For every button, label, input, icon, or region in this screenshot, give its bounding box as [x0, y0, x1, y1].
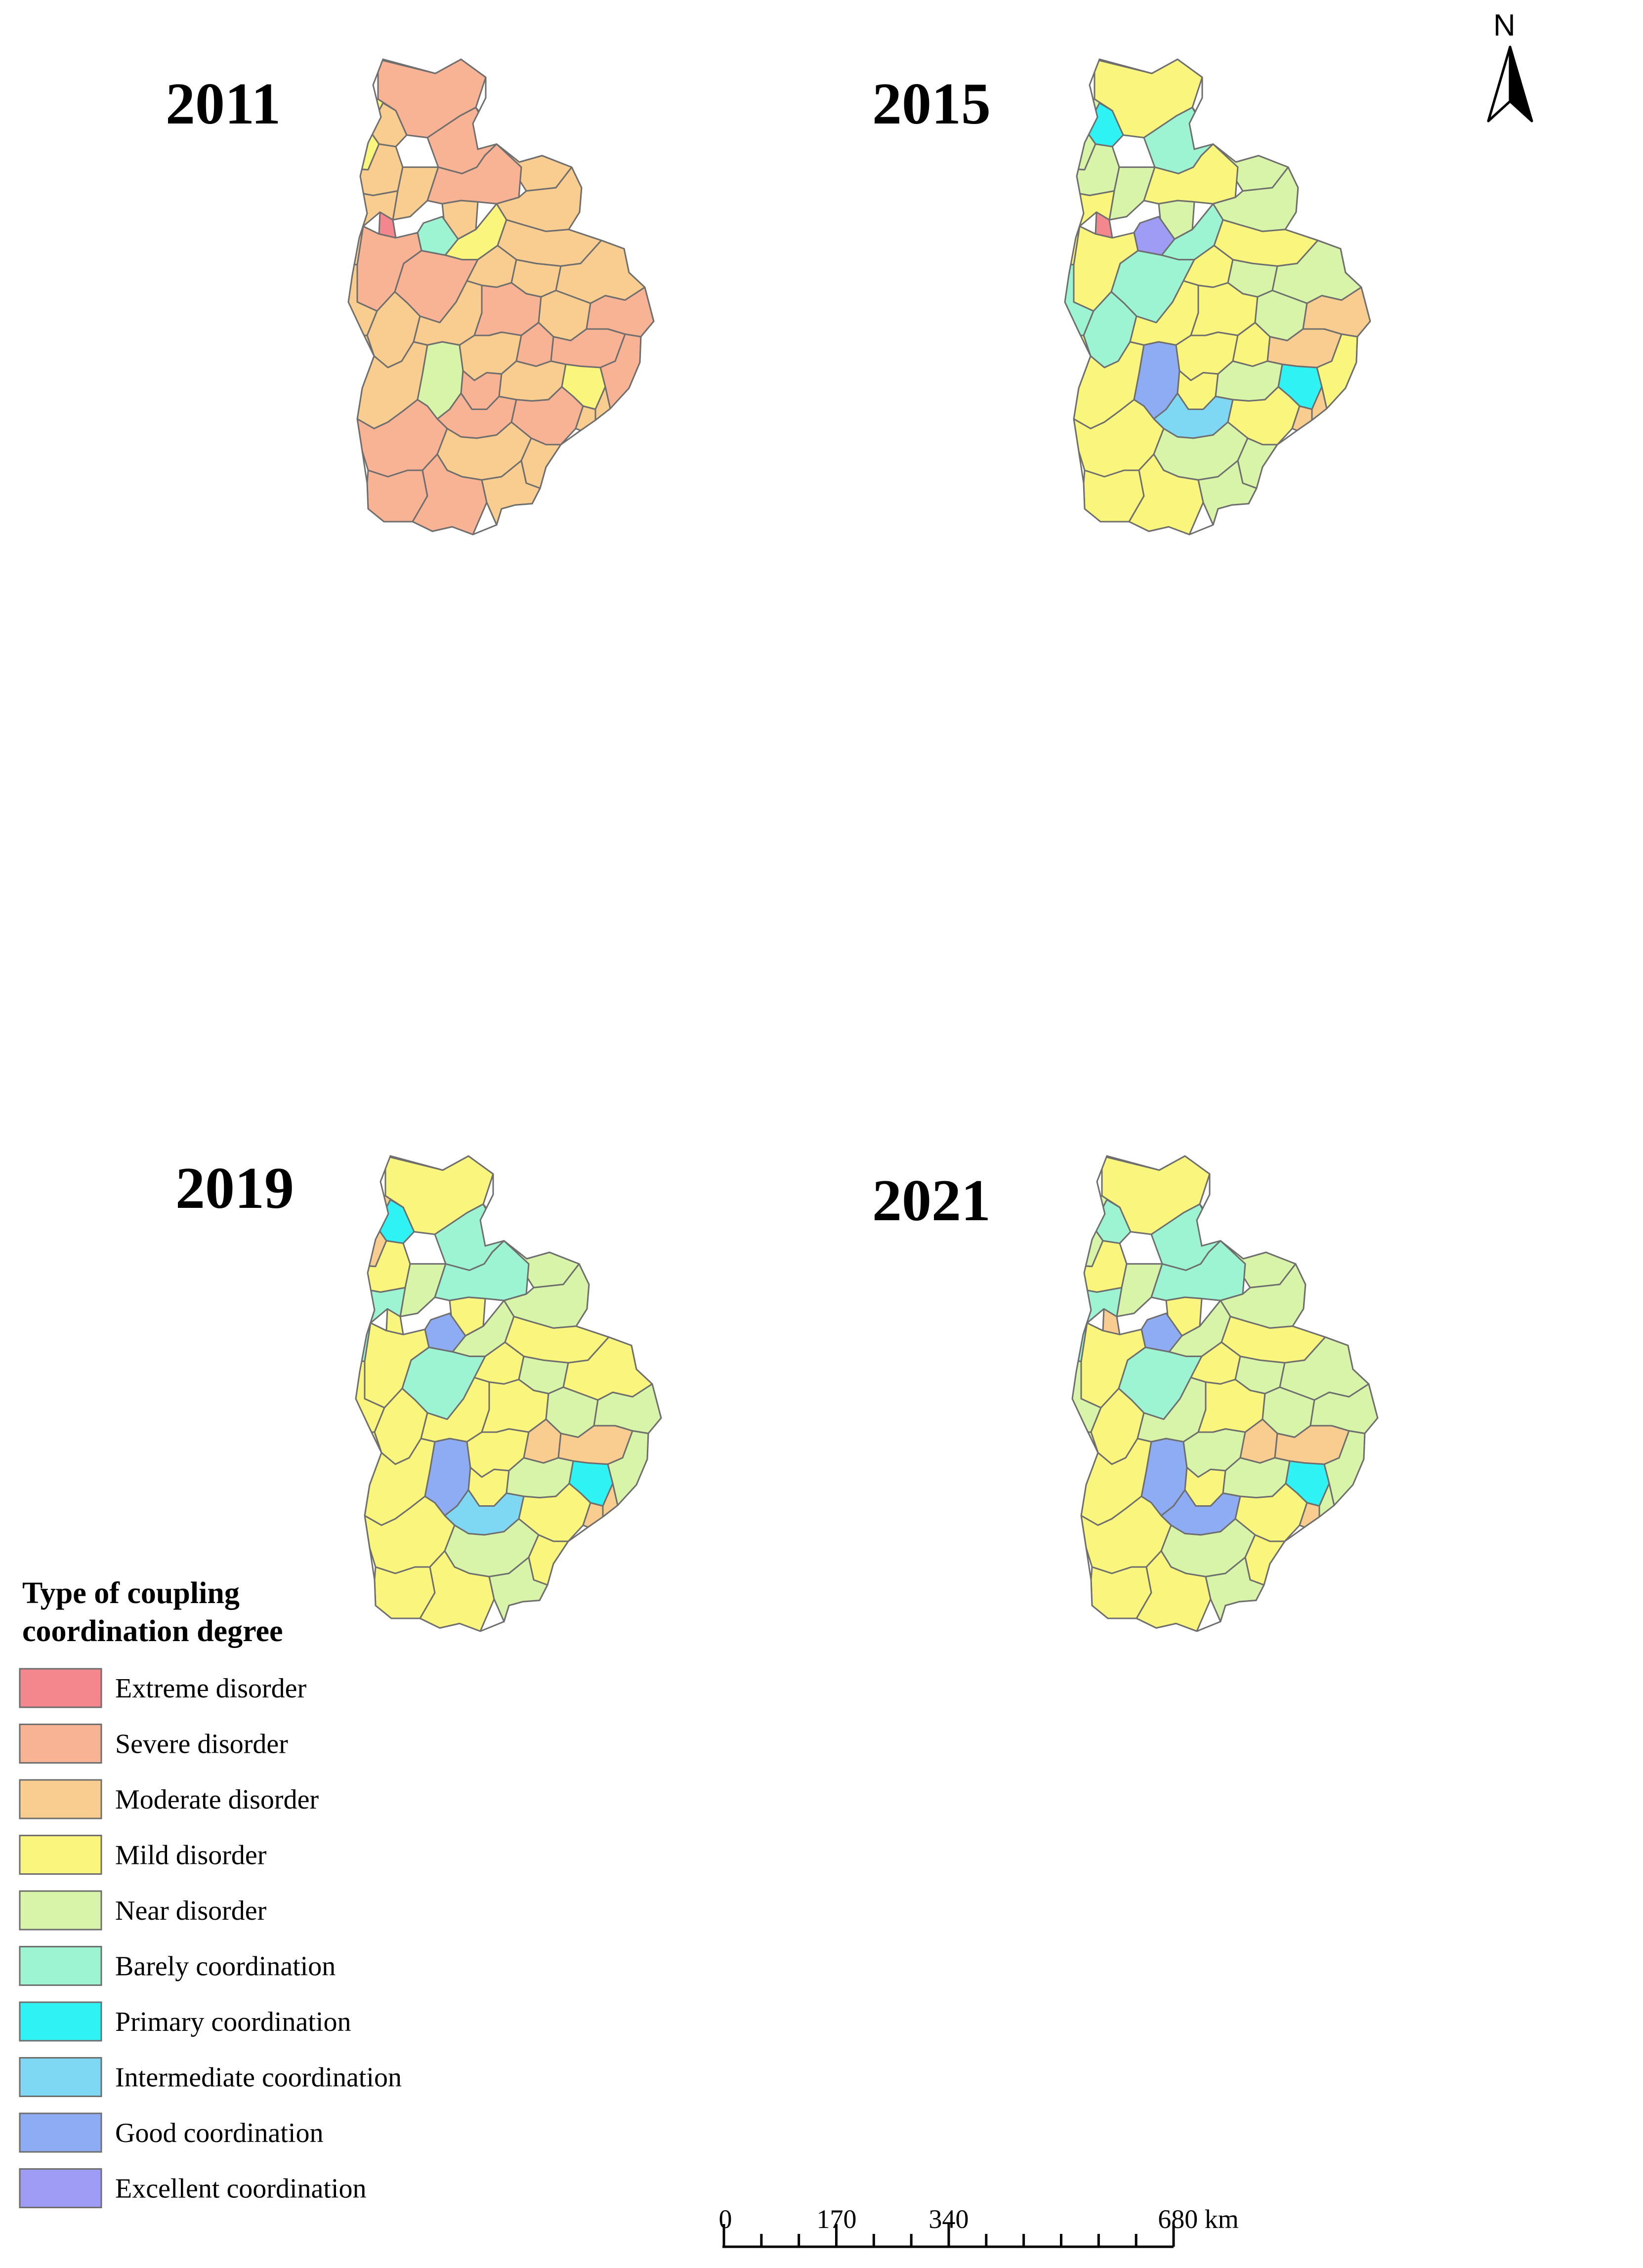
legend-label-moderate: Moderate disorder	[115, 1784, 319, 1815]
legend-label-primary: Primary coordination	[115, 2007, 351, 2037]
map-panel-2019	[355, 1155, 662, 1632]
map-region	[348, 143, 404, 197]
legend-swatch-mild	[19, 1835, 102, 1875]
north-letter: N	[1493, 8, 1516, 42]
legend-title-line1: Type of coupling	[22, 1576, 240, 1610]
map-title-2021: 2021	[872, 1167, 991, 1233]
map-region	[528, 1534, 569, 1586]
map-panel-2021	[1071, 1155, 1379, 1632]
legend-swatch-near	[19, 1890, 102, 1931]
legend-swatch-excellent	[19, 2168, 102, 2208]
map-region	[412, 454, 488, 535]
legend-label-extreme: Extreme disorder	[115, 1673, 307, 1704]
map-title-2015: 2015	[872, 71, 991, 136]
map-title-2011: 2011	[166, 71, 281, 136]
scale-label-0: 0	[719, 2204, 732, 2234]
legend-swatch-good	[19, 2112, 102, 2153]
map-region	[520, 437, 562, 489]
legend-label-excellent: Excellent coordination	[115, 2174, 366, 2204]
maps-layer	[347, 58, 1379, 1632]
north-arrow-icon: N	[1487, 8, 1533, 123]
legend-label-good: Good coordination	[115, 2118, 323, 2148]
map-outline	[1071, 1155, 1379, 1632]
legend-swatch-intermediate	[19, 2057, 102, 2097]
map-region	[1065, 143, 1120, 197]
map-region	[1072, 1240, 1128, 1293]
legend: Type of coupling coordination degree Ext…	[19, 1576, 402, 2208]
map-region	[356, 1240, 411, 1293]
map-region	[1237, 437, 1278, 489]
legend-swatch-severe	[19, 1724, 102, 1764]
scale-bar: 0 170 340 680 km	[719, 2204, 1239, 2248]
map-region	[1244, 1534, 1286, 1586]
map-region	[1136, 1550, 1212, 1631]
legend-swatch-moderate	[19, 1779, 102, 1819]
map-outline	[347, 58, 655, 536]
map-outline	[355, 1155, 662, 1632]
legend-items: Extreme disorder Severe disorder Moderate …	[19, 1668, 402, 2208]
map-panel-2011	[347, 58, 655, 536]
map-region	[419, 1550, 495, 1631]
scale-label-170: 170	[817, 2204, 857, 2234]
legend-label-severe: Severe disorder	[115, 1729, 288, 1760]
legend-label-near: Near disorder	[115, 1896, 267, 1926]
map-title-2019: 2019	[175, 1155, 294, 1221]
scale-label-680-km: 680 km	[1158, 2204, 1239, 2234]
legend-swatch-primary	[19, 2001, 102, 2042]
legend-swatch-extreme	[19, 1668, 102, 1708]
map-outline	[1064, 58, 1371, 536]
map-panel-2015	[1064, 58, 1371, 536]
legend-swatch-barely	[19, 1946, 102, 1986]
legend-label-barely: Barely coordination	[115, 1951, 336, 1982]
map-region	[1128, 454, 1204, 535]
scale-label-340: 340	[929, 2204, 969, 2234]
legend-title-line2: coordination degree	[22, 1614, 283, 1648]
legend-label-intermediate: Intermediate coordination	[115, 2062, 402, 2093]
legend-label-mild: Mild disorder	[115, 1840, 267, 1871]
